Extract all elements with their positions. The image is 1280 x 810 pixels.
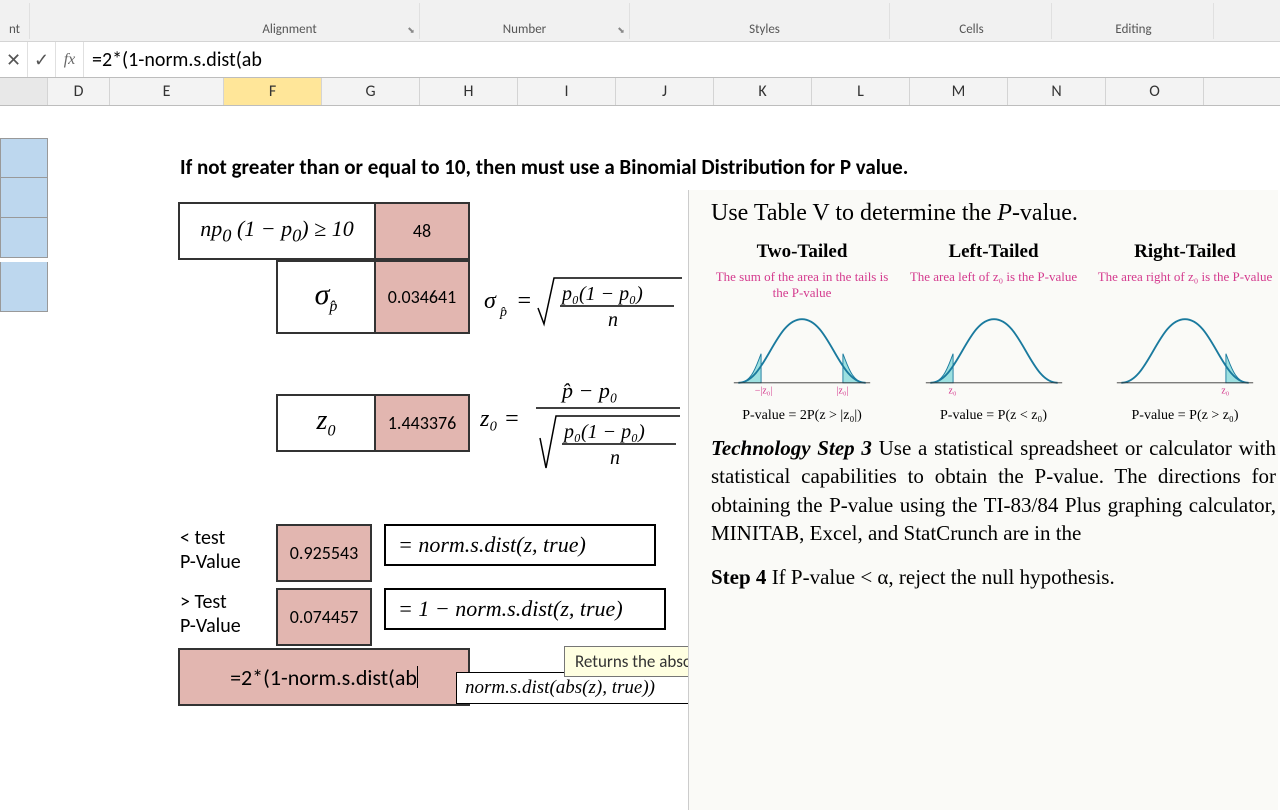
svg-text:|z₀|: |z₀| [837,386,849,397]
col-header-l[interactable]: L [812,78,910,105]
textbook-overlay: Use Table V to determine the P-value. Tw… [688,190,1278,810]
col-header-d[interactable]: D [48,78,110,105]
textbook-title: Use Table V to determine the P-value. [711,200,1276,227]
textbook-step4: Step 4 If P-value < α, reject the null h… [711,565,1276,590]
svg-text:z₀ =: z₀ = [480,406,520,432]
formula-cancel-icon[interactable]: ✕ [0,42,28,77]
formula-input[interactable] [84,48,1280,72]
np-table: np0 (1 − p0) ≥ 10 48 [178,202,470,260]
lt-value-cell: 0.925543 [276,524,372,582]
textbook-col-right: Right-TailedThe area right of z₀ is the … [1094,241,1276,424]
ribbon-group-cells: Cells [892,3,1052,39]
textbook-body: Technology Step 3 Use a statistical spre… [711,434,1276,547]
ribbon-group-alignment: Alignment⬊ [160,3,420,39]
svg-text:p₀(1 − p₀): p₀(1 − p₀) [562,421,645,443]
formula-bar: ✕ ✓ fx [0,42,1280,78]
col-header-n[interactable]: N [1008,78,1106,105]
z0-table: z0 1.443376 [276,394,470,452]
formula-enter-icon[interactable]: ✓ [28,42,56,77]
lt-formula-box: = norm.s.dist(z, true) [384,524,656,566]
col-header-k[interactable]: K [714,78,812,105]
svg-text:z₀: z₀ [1221,386,1229,397]
blue-cells-left [0,138,48,312]
textbook-col-both: Two-TailedThe sum of the area in the tai… [711,241,893,424]
binomial-note: If not greater than or equal to 10, then… [180,154,908,180]
col-header-o[interactable]: O [1106,78,1204,105]
gt-value-cell: 0.074457 [276,588,372,646]
ribbon-group-editing: Editing [1054,3,1214,39]
editing-cell[interactable]: =2*(1-norm.s.dist(ab [178,648,470,706]
col-header-f[interactable]: F [224,78,322,105]
col-header-i[interactable]: I [518,78,616,105]
svg-text:z₀: z₀ [948,386,956,397]
lt-test-label: < test P-Value [180,526,241,574]
ribbon-group-font: nt [0,3,30,39]
col-header-m[interactable]: M [910,78,1008,105]
svg-text:p̂: p̂ [499,305,507,320]
select-all-corner[interactable] [0,78,48,105]
col-header-j[interactable]: J [616,78,714,105]
sigma-table: σp̂ 0.034641 [276,260,470,334]
ribbon: nt Alignment⬊ Number⬊ Styles Cells Editi… [0,0,1280,42]
svg-text:p̂ − p₀: p̂ − p₀ [560,378,618,403]
col-header-g[interactable]: G [322,78,420,105]
sigma-value: 0.034641 [375,261,469,333]
gt-formula-box: = 1 − norm.s.dist(z, true) [384,588,666,630]
svg-text:σ: σ [484,288,497,314]
svg-text:n: n [610,447,620,469]
svg-text:n: n [608,309,618,331]
worksheet[interactable]: If not greater than or equal to 10, then… [0,106,1280,718]
z0-formula: z₀ = p̂ − p₀ p₀(1 − p₀) n [480,368,690,494]
svg-text:−|z₀|: −|z₀| [755,386,773,397]
col-header-e[interactable]: E [110,78,224,105]
textbook-col-left: Left-TailedThe area left of z₀ is the P-… [903,241,1085,424]
ribbon-group-styles: Styles [640,3,890,39]
col-header-h[interactable]: H [420,78,518,105]
fx-icon[interactable]: fx [56,42,84,77]
np-value: 48 [375,203,469,259]
svg-text:=: = [516,288,532,314]
sigma-formula: σ p̂ = p₀(1 − p₀) n [484,266,684,342]
svg-text:p₀(1 − p₀): p₀(1 − p₀) [560,283,643,305]
gt-test-label: > Test P-Value [180,590,241,638]
z0-value: 1.443376 [375,395,469,451]
ribbon-group-number: Number⬊ [420,3,630,39]
column-headers: D E F G H I J K L M N O [0,78,1280,106]
